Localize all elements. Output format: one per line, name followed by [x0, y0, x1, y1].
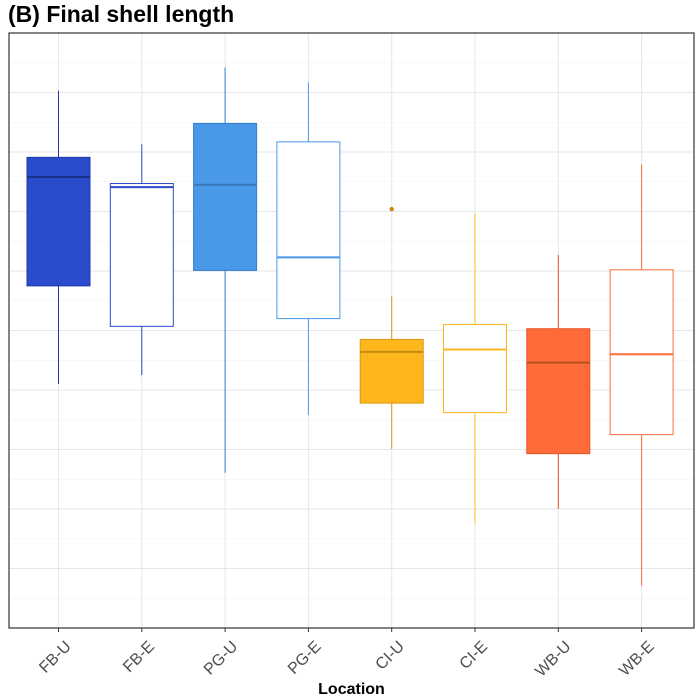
plot-panel-border	[8, 32, 695, 629]
box-iqr	[193, 122, 258, 271]
box-pg-e	[276, 82, 341, 415]
box-ci-e	[443, 213, 507, 524]
box-iqr	[609, 269, 674, 436]
box-ci-u	[359, 206, 424, 449]
x-tick-label: CI-U	[373, 638, 408, 673]
x-tick-label: WB-E	[616, 638, 658, 680]
x-tick-label: CI-E	[457, 638, 492, 673]
box-fb-u	[26, 90, 91, 385]
box-series	[26, 67, 674, 586]
box-iqr	[109, 183, 174, 327]
x-axis: FB-U FB-E PG-U PG-E CI-U CI-E WB-U WB-E	[36, 628, 658, 680]
outlier-point	[389, 206, 394, 212]
box-iqr	[359, 338, 424, 404]
box-pg-u	[193, 67, 258, 473]
x-tick-label: FB-U	[36, 638, 74, 676]
grid-lines	[9, 32, 694, 629]
box-iqr	[526, 328, 591, 455]
x-tick-label: FB-E	[120, 638, 158, 676]
x-axis-title: Location	[318, 681, 385, 698]
box-iqr	[26, 156, 91, 287]
x-tick-label: PG-U	[201, 638, 241, 678]
x-tick-label: WB-U	[532, 638, 574, 680]
box-iqr	[443, 324, 507, 414]
box-wb-u	[526, 254, 591, 509]
x-tick-label: PG-E	[285, 638, 325, 678]
chart-title: (B) Final shell length	[8, 1, 235, 27]
box-iqr	[276, 141, 341, 320]
box-fb-e	[109, 144, 174, 376]
box-wb-e	[609, 164, 674, 586]
